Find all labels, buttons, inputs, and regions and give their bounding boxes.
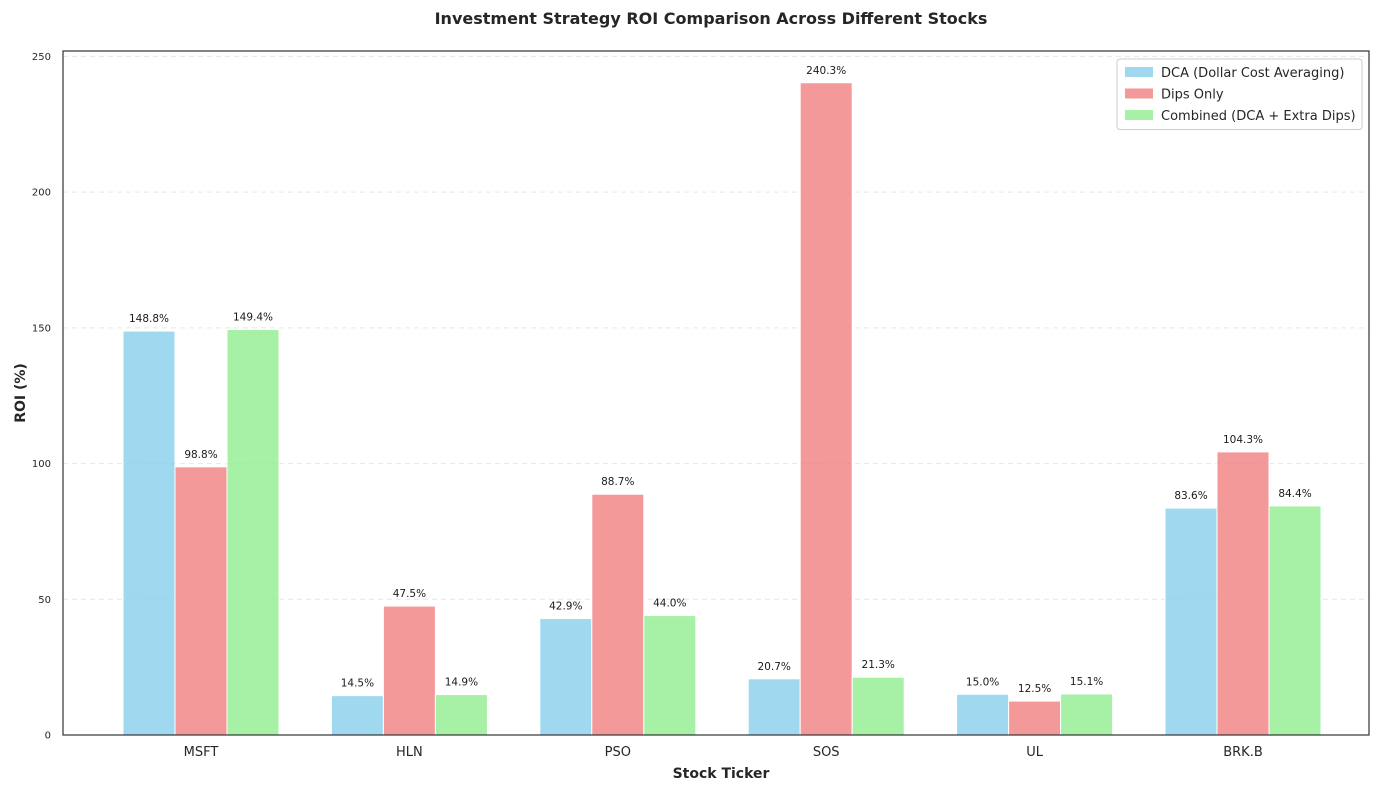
bar-value-label: 20.7% — [758, 661, 791, 673]
chart-title: Investment Strategy ROI Comparison Acros… — [435, 9, 988, 28]
bar — [956, 693, 1010, 736]
bar — [747, 678, 801, 736]
bar — [799, 82, 853, 736]
y-tick-label: 150 — [32, 323, 51, 334]
plot-frame — [62, 50, 1370, 736]
bar — [1164, 507, 1218, 736]
x-tick-label: PSO — [605, 745, 631, 760]
bar-value-label: 84.4% — [1278, 488, 1311, 500]
legend-swatch — [1125, 67, 1153, 77]
bar — [330, 695, 384, 736]
bar — [643, 615, 697, 736]
bar — [1008, 700, 1062, 736]
grid-lines — [63, 55, 1369, 600]
y-tick-label: 100 — [32, 459, 51, 470]
bar-value-label: 14.5% — [341, 678, 374, 690]
bar-value-label: 15.0% — [966, 676, 999, 688]
x-tick-label: MSFT — [184, 745, 219, 760]
legend-swatch — [1125, 110, 1153, 120]
bar — [382, 605, 436, 736]
x-tick-label: HLN — [396, 745, 423, 760]
bar-value-label: 12.5% — [1018, 683, 1051, 695]
bar-value-label: 88.7% — [601, 476, 634, 488]
legend-entry: Combined (DCA + Extra Dips) — [1161, 109, 1356, 124]
bar-value-label: 148.8% — [129, 313, 169, 325]
bar — [1268, 505, 1322, 736]
y-tick-label: 0 — [45, 731, 51, 742]
bar — [851, 676, 905, 736]
y-tick-label: 50 — [38, 595, 51, 606]
y-tick-label: 250 — [32, 52, 51, 63]
bar — [1060, 693, 1114, 736]
y-tick-label: 200 — [32, 188, 51, 199]
y-axis-label: ROI (%) — [13, 363, 29, 423]
bars — [122, 82, 1322, 736]
legend-entry: DCA (Dollar Cost Averaging) — [1161, 66, 1344, 81]
bar-value-label: 240.3% — [806, 65, 846, 77]
bar — [591, 493, 645, 736]
bar-value-label: 149.4% — [233, 311, 273, 323]
legend: DCA (Dollar Cost Averaging) Dips Only Comb… — [1116, 58, 1363, 130]
bar-value-label: 42.9% — [549, 601, 582, 613]
bar-value-label: 104.3% — [1223, 434, 1263, 446]
bar — [226, 328, 280, 736]
legend-box — [1116, 58, 1363, 130]
x-tick-label: BRK.B — [1223, 745, 1263, 760]
bar-value-label: 14.9% — [445, 677, 478, 689]
bar-value-label: 21.3% — [862, 659, 895, 671]
bar-value-label: 44.0% — [653, 598, 686, 610]
x-axis-label: Stock Ticker — [673, 766, 770, 782]
bar-value-label: 15.1% — [1070, 676, 1103, 688]
x-axis-ticks: MSFT HLN PSO SOS UL BRK.B — [184, 745, 1263, 760]
bar — [1216, 451, 1270, 736]
bar — [122, 330, 176, 736]
x-tick-label: SOS — [813, 745, 840, 760]
bar-value-label: 47.5% — [393, 588, 426, 600]
legend-swatch — [1125, 88, 1153, 99]
bar — [174, 466, 228, 736]
bar-value-label: 98.8% — [184, 449, 217, 461]
bar — [434, 694, 488, 736]
legend-entry: Dips Only — [1161, 88, 1224, 103]
y-axis-ticks: 0 50 100 150 200 250 — [32, 52, 51, 742]
bar-value-label: 83.6% — [1174, 490, 1207, 502]
bar-value-labels: 148.8% 14.5% 42.9% 20.7% 15.0% 83.6% 98.8% 47.5… — [129, 65, 1312, 695]
bar — [539, 618, 593, 736]
x-tick-label: UL — [1026, 745, 1044, 760]
